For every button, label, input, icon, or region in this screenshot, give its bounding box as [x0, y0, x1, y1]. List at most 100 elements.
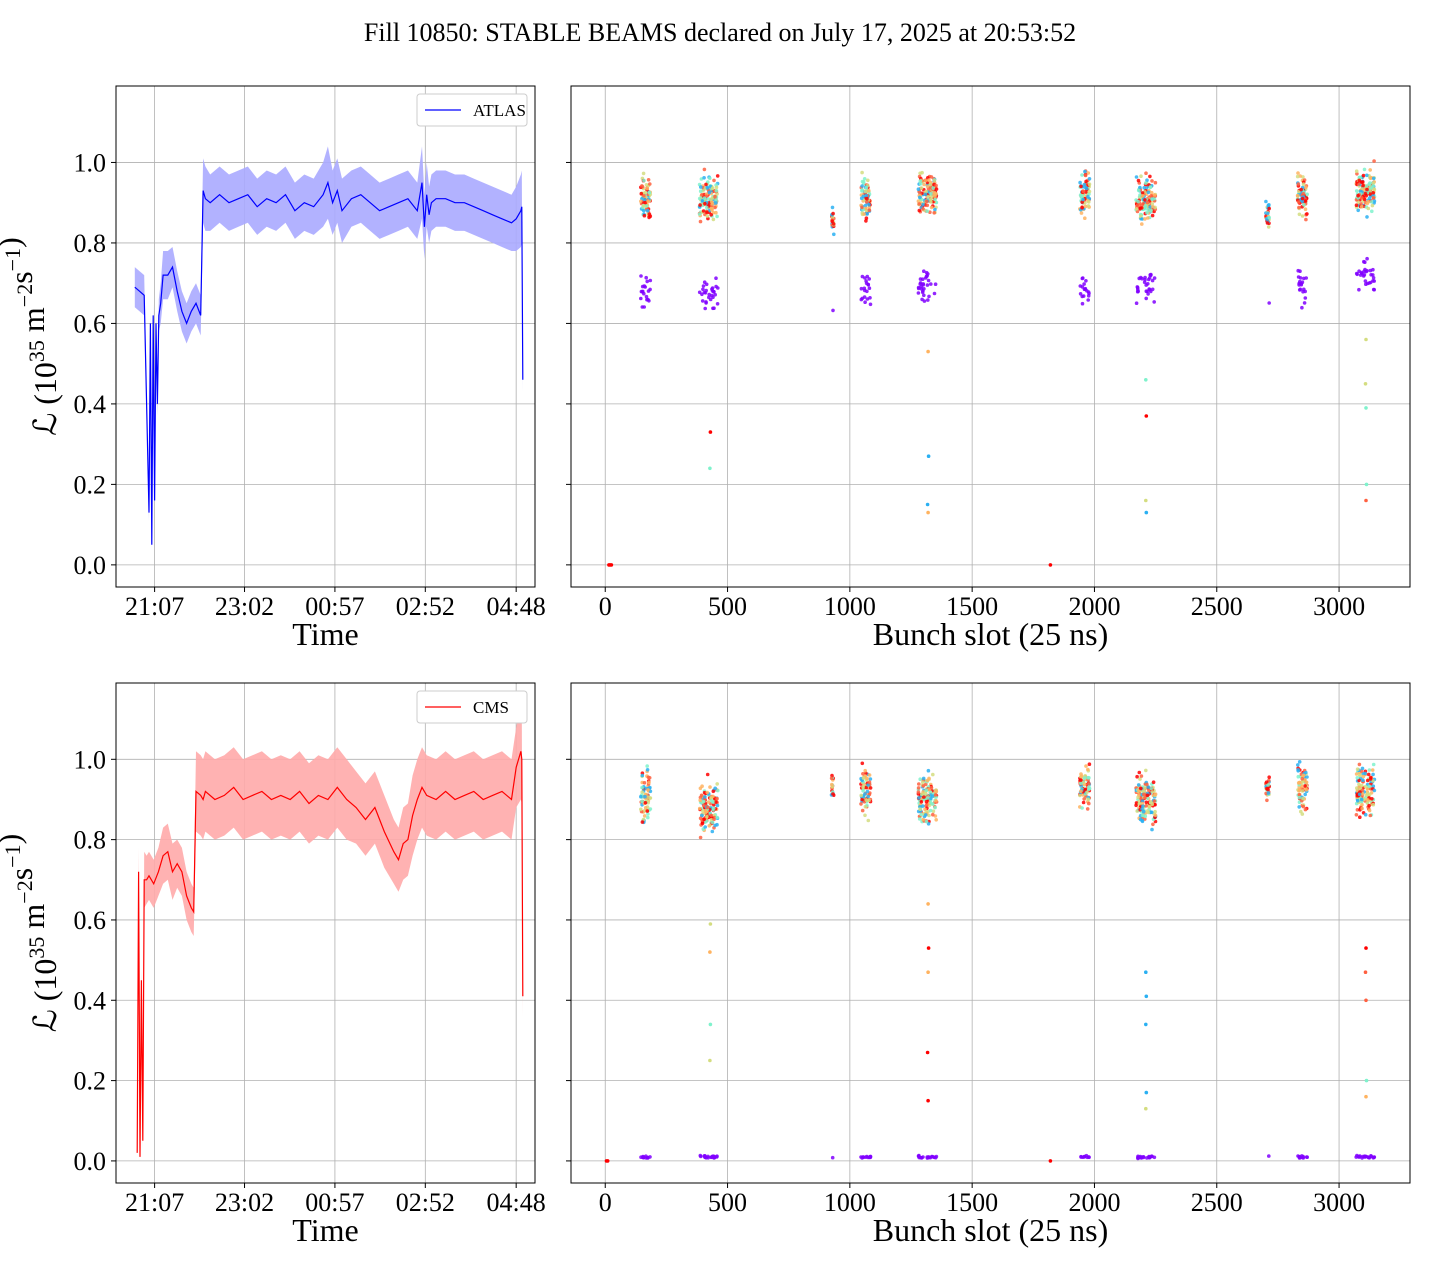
bunch-point-leading: [925, 1156, 930, 1160]
bunch-point-leading: [1364, 282, 1368, 287]
bunch-point: [1078, 793, 1082, 798]
bunch-point-leading: [714, 284, 718, 289]
y-axis-label-exponent: 35: [24, 340, 49, 362]
bunch-point: [715, 174, 720, 178]
bunch-point: [931, 772, 935, 777]
y-axis-label-part: s: [3, 868, 39, 880]
bunch-point: [1354, 772, 1359, 776]
bunch-point: [1150, 197, 1154, 201]
bunch-point-outlier: [609, 563, 614, 567]
bunch-point: [929, 801, 933, 805]
bunch-point: [716, 788, 720, 793]
bunch-point: [646, 812, 650, 816]
figure-title: Fill 10850: STABLE BEAMS declared on Jul…: [363, 18, 1077, 47]
x-axis-label: Bunch slot (25 ns): [873, 616, 1109, 652]
bunch-point: [648, 807, 653, 811]
bunch-point-leading: [1086, 1155, 1091, 1159]
x-tick-label: 04:48: [487, 1188, 546, 1217]
bunch-point: [931, 809, 936, 813]
bunch-point: [933, 195, 937, 199]
bunch-point: [712, 817, 716, 822]
bunch-point: [1084, 179, 1088, 184]
legend: CMS: [416, 690, 528, 724]
bunch-point: [1083, 169, 1087, 174]
bunch-point: [932, 211, 936, 215]
bunch-point: [1297, 795, 1302, 800]
bunch-point: [1086, 171, 1091, 175]
bunch-point-outlier: [1364, 337, 1368, 342]
bunch-point: [1305, 212, 1309, 216]
x-axis-label: Time: [292, 616, 358, 652]
bunch-point-leading: [860, 274, 865, 279]
bunch-point-leading: [702, 280, 707, 285]
bunch-point: [829, 776, 834, 781]
bunch-point-leading: [1080, 285, 1085, 289]
bunch-point: [1139, 214, 1143, 218]
bunch-point: [1267, 206, 1271, 211]
bunch-point: [1357, 178, 1362, 183]
bunch-point: [1136, 783, 1141, 787]
bunch-point: [1078, 781, 1083, 786]
bunch-point: [862, 177, 867, 181]
bunch-point-outlier: [1364, 1078, 1369, 1083]
bunch-point: [1084, 764, 1088, 768]
bunch-point: [1087, 801, 1091, 806]
bunch-point: [931, 812, 935, 817]
bunch-point: [933, 805, 937, 810]
bunch-point: [707, 824, 712, 828]
bunch-point: [1364, 193, 1368, 198]
bunch-point-leading: [1357, 287, 1361, 292]
bunch-point-leading: [644, 275, 648, 280]
bunch-point: [922, 795, 926, 799]
bunch-point: [1368, 168, 1372, 172]
x-tick-label: 1000: [824, 1188, 876, 1217]
x-tick-label: 0: [599, 1188, 612, 1217]
bunch-point: [1079, 211, 1084, 215]
bunch-point: [1265, 221, 1270, 225]
bunch-point: [1297, 805, 1301, 809]
bunch-point-leading: [919, 284, 923, 289]
bunch-point: [1135, 774, 1139, 779]
x-axis-label: Bunch slot (25 ns): [873, 1212, 1109, 1248]
bunch-point: [1139, 774, 1144, 778]
bunch-point-leading: [712, 290, 716, 294]
bunch-point: [1153, 809, 1157, 814]
bunch-point: [1264, 780, 1269, 784]
bunch-point: [699, 793, 704, 798]
axes-frame: [115, 682, 536, 1184]
bunch-point: [918, 179, 923, 183]
bunch-point: [860, 179, 865, 184]
bunch-point: [707, 190, 712, 195]
bunch-point: [1296, 200, 1301, 204]
bunch-point: [859, 802, 863, 806]
x-tick-label: 00:57: [305, 592, 364, 621]
bunch-point: [1087, 762, 1092, 766]
bunch-point: [925, 203, 930, 208]
bunch-point: [1358, 175, 1362, 180]
bunch-point: [929, 175, 934, 179]
bunch-point: [698, 189, 703, 193]
legend-label: CMS: [473, 698, 509, 717]
bunch-point: [646, 795, 650, 800]
bunch-point-outlier: [708, 466, 712, 471]
y-tick-label: 0.0: [74, 551, 107, 580]
bunch-point: [647, 190, 652, 195]
bunch-point: [932, 191, 937, 195]
x-tick-label: 500: [708, 1188, 747, 1217]
bunch-point-outlier: [1144, 994, 1149, 999]
bunch-point: [714, 185, 719, 190]
bunch-point: [642, 194, 646, 198]
x-tick-label: 00:57: [305, 1188, 364, 1217]
bunch-point: [1136, 178, 1141, 183]
bunch-point-leading: [1298, 287, 1303, 292]
bunch-point: [1139, 174, 1143, 178]
bunch-point: [1366, 772, 1371, 777]
bunch-point: [921, 202, 925, 207]
bunch-point: [698, 835, 703, 840]
bunch-point-leading: [1267, 1154, 1271, 1158]
bunch-point: [1138, 777, 1142, 781]
bunch-point: [1153, 792, 1158, 796]
bunch-point: [709, 197, 713, 201]
bunch-point: [864, 785, 868, 790]
bunch-point-leading: [1147, 288, 1152, 292]
